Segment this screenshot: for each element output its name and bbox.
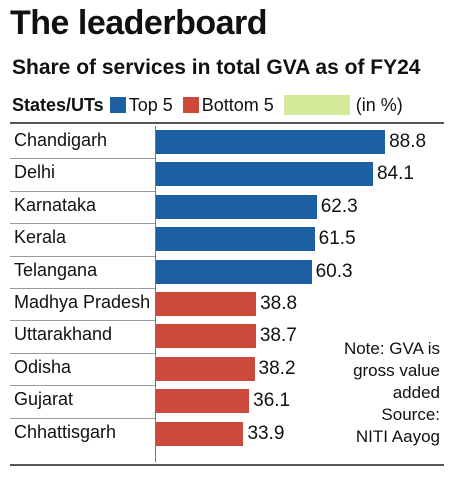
value-label-kerala: 61.5 [318,228,356,250]
row-separator [10,417,155,419]
category-label-madhya-pradesh: Madhya Pradesh [14,292,151,312]
category-label-odisha: Odisha [14,356,72,377]
bar-karnataka [156,194,317,219]
bar-kerala [156,227,315,252]
bar-telangana [156,259,312,284]
footer-rule [10,464,444,466]
category-label-kerala: Kerala [14,227,67,248]
chart-axis-line [155,126,156,462]
bar-madhya-pradesh [156,292,257,316]
legend-swatch-top5 [109,97,126,113]
category-label-gujarat: Gujarat [14,389,74,410]
value-label-gujarat: 36.1 [253,390,291,412]
bar-chandigarh [156,130,386,154]
row-separator [10,320,155,322]
value-label-odisha: 38.2 [258,357,296,379]
category-header: States/UTs [12,94,104,115]
value-label-delhi: 84.1 [376,163,414,185]
row-separator [10,288,155,289]
value-label-chandigarh: 88.8 [389,131,427,152]
row-separator [10,190,155,192]
category-label-chhattisgarh: Chhattisgarh [14,421,117,442]
row-separator [10,385,155,387]
chart-subtitle: Share of services in total GVA as of FY2… [12,56,421,79]
row-separator [10,352,155,354]
chart-legend: States/UTs Top 5 Bottom 5 (in %) [12,92,403,118]
value-label-telangana: 60.3 [315,260,353,282]
bar-gujarat [156,389,250,414]
legend-swatch-extra [283,95,350,115]
value-label-madhya-pradesh: 38.8 [260,293,298,314]
category-label-karnataka: Karnataka [14,194,97,215]
unit-label: (in %) [355,94,403,115]
category-label-telangana: Telangana [14,259,98,280]
value-label-karnataka: 62.3 [320,195,358,217]
value-label-uttarakhand: 38.7 [259,325,297,347]
category-label-uttarakhand: Uttarakhand [14,324,113,345]
note-line: Note: GVA is [343,339,440,358]
legend-swatch-bottom5 [182,97,199,113]
header-rule [10,122,444,124]
bar-uttarakhand [156,324,256,349]
row-separator [10,255,155,257]
chart-title: The leaderboard [10,4,268,42]
bar-delhi [156,162,373,187]
row-separator [10,223,155,225]
row-separator [10,158,155,160]
bar-chhattisgarh [156,421,244,446]
chart-note: Note: GVA is gross value added Source: N… [310,338,440,448]
category-label-delhi: Delhi [14,162,56,183]
note-line: gross value [353,361,440,380]
note-line: added [392,383,440,402]
legend-label-bottom5: Bottom 5 [201,94,274,115]
source-name: NITI Aayog [355,427,440,446]
legend-label-top5: Top 5 [128,94,173,115]
bar-odisha [156,356,255,381]
category-label-chandigarh: Chandigarh [14,130,108,150]
source-label: Source: [381,405,440,424]
value-label-chhattisgarh: 33.9 [247,422,285,444]
